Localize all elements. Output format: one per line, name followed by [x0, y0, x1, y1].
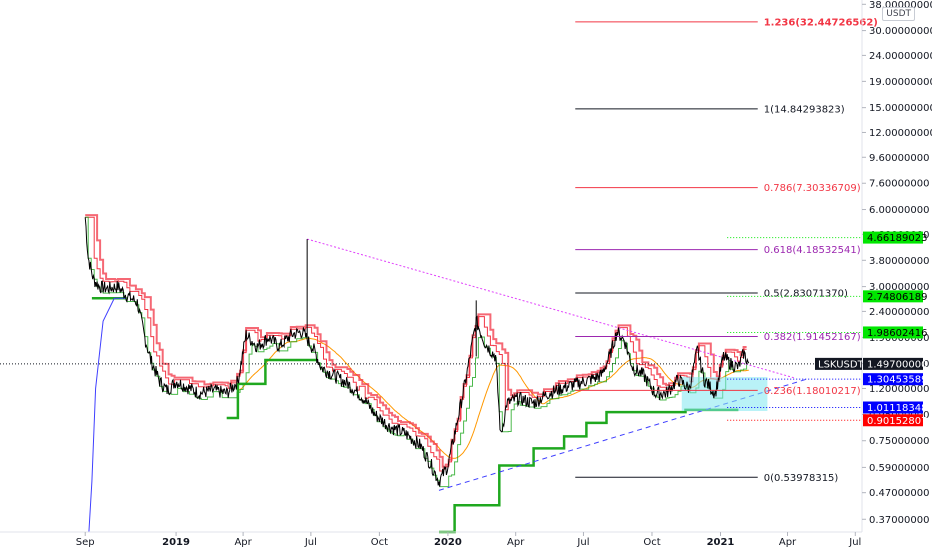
price-tag-label: 4.66189023	[867, 233, 927, 244]
x-tick-label: Apr	[779, 537, 797, 548]
consolidation-box	[681, 377, 768, 411]
y-tick-label: 30.00000000	[869, 26, 932, 37]
fib-level-label: 0.236(1.18010217)	[764, 386, 861, 397]
red-band-line	[85, 216, 747, 472]
y-axis[interactable]: 0.37000000 0.47000000 0.59000000 0.75000000…	[861, 0, 932, 532]
symbol-tag-label: LSKUSDT	[818, 359, 865, 370]
y-tick-label: 0.37000000	[869, 515, 929, 526]
price-series	[0, 217, 862, 487]
fib-level-label: 0.786(7.30336709)	[764, 183, 861, 194]
price-tag-bg	[863, 326, 923, 339]
y-tick-label: 6.00000000	[869, 205, 929, 216]
y-tick-label: 3.00000000	[869, 282, 929, 293]
y-tick-label: 7.60000000	[869, 179, 929, 190]
price-tag-label: 1.30453589	[867, 375, 927, 386]
x-tick-label: Oct	[643, 537, 660, 548]
x-tick-label: Apr	[507, 537, 525, 548]
x-tick-label: Jul	[848, 537, 861, 548]
indicator-lines	[85, 214, 749, 534]
x-tick-label: Sep	[76, 537, 95, 548]
y-tick-label: 15.00000000	[869, 103, 932, 114]
x-tick-label: 2021	[707, 537, 735, 548]
fibonacci-levels[interactable]: 1.236(32.44726562) 1(14.84293823) 0.786(7.…	[575, 17, 878, 484]
red-stop-line	[85, 214, 747, 468]
price-tag-bg	[863, 373, 923, 386]
price-tags: 4.66189023 2.74806189 1.98602416 1.30453589…	[815, 231, 927, 427]
last-price-tag-label: 1.49700000	[867, 359, 927, 370]
symbol-tag-bg	[815, 357, 862, 370]
x-axis[interactable]: Sep 2019 Apr Jul Oct 2020 Apr Jul Oct 2021 Apr Jul	[0, 531, 862, 548]
price-tag-bg	[863, 231, 923, 244]
price-tag-label: 2.74806189	[867, 292, 927, 303]
y-tick-label: 19.00000000	[869, 77, 932, 88]
y-tick-label: 9.60000000	[869, 153, 929, 164]
moving-average-line	[237, 337, 749, 459]
green-support-line	[226, 358, 318, 420]
y-tick-label: 1.20000000	[869, 384, 929, 395]
y-tick-label: 24.00000000	[869, 51, 932, 62]
price-tag-bg	[863, 414, 923, 427]
y-tick-label: 38.00000000	[869, 0, 932, 11]
y-tick-label: 3.80000000	[869, 256, 929, 267]
price-tag-bg	[863, 401, 923, 414]
last-price-tag-bg	[863, 357, 923, 370]
quote-unit-label[interactable]: USDT	[882, 7, 915, 21]
price-tag-bg	[863, 290, 923, 303]
fib-level-label: 1.236(32.44726562)	[764, 17, 878, 28]
price-line	[84, 217, 750, 487]
y-tick-label: 2.40000000	[869, 307, 929, 318]
early-blue-line	[88, 297, 126, 533]
green-band-line	[85, 216, 748, 488]
green-support-line	[439, 408, 739, 534]
descending-trendline	[307, 238, 795, 379]
y-tick-label: 0.59000000	[869, 463, 929, 474]
fib-level-label: 0.5(2.83071370)	[764, 289, 848, 300]
x-tick-label: 2020	[434, 537, 462, 548]
price-tag-label: 1.98602416	[867, 328, 927, 339]
price-tag-label: 1.01118348	[867, 403, 927, 414]
x-tick-label: Oct	[371, 537, 388, 548]
x-tick-label: Jul	[304, 537, 317, 548]
fib-level-label: 0(0.53978315)	[764, 473, 839, 484]
y-tick-label: 0.75000000	[869, 436, 929, 447]
y-tick-label: 0.47000000	[869, 488, 929, 499]
fib-level-label: 0.382(1.91452167)	[764, 332, 861, 343]
price-tag-label: 0.90152807	[867, 416, 927, 427]
fib-level-label: 0.618(4.18532541)	[764, 245, 861, 256]
y-tick-label: 12.00000000	[869, 128, 932, 139]
x-tick-label: Jul	[576, 537, 589, 548]
x-tick-label: 2019	[162, 537, 190, 548]
trend-lines	[307, 238, 806, 491]
fib-level-label: 1(14.84293823)	[764, 104, 845, 115]
x-tick-label: Apr	[234, 537, 252, 548]
